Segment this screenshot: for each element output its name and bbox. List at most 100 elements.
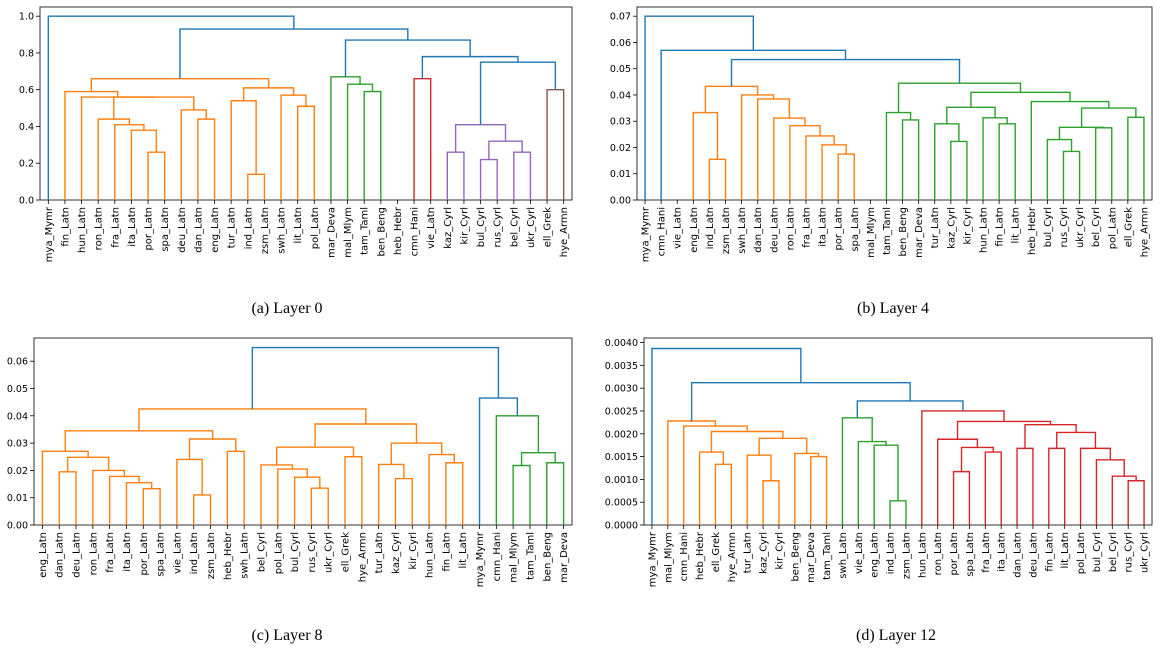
y-tick-label: 0.03 bbox=[7, 439, 28, 450]
dendrogram-link-r bbox=[938, 439, 978, 525]
leaf-label-ben_Beng: ben_Beng bbox=[790, 532, 801, 582]
dendrogram-link-l bbox=[874, 445, 898, 525]
dendrogram-link-b bbox=[131, 130, 156, 200]
leaf-label-bel_Cyrl: bel_Cyrl bbox=[1091, 207, 1102, 247]
dendrogram-link-v bbox=[1096, 128, 1112, 200]
leaf-label-cmn_Hani: cmn_Hani bbox=[410, 207, 421, 256]
leaf-label-cmn_Hani: cmn_Hani bbox=[657, 207, 668, 256]
leaf-label-fin_Latn: fin_Latn bbox=[60, 207, 71, 247]
panel-caption: (a) Layer 0 bbox=[251, 300, 322, 317]
leaf-label-spa_Latn: spa_Latn bbox=[850, 207, 861, 252]
dendrogram-link-l bbox=[903, 120, 919, 200]
leaf-label-cmn_Hani: cmn_Hani bbox=[679, 532, 690, 581]
dendrogram-panel-3: 0.0000 0.0005 0.0010 0.0015 0.0020 0.0025 0.00… bbox=[605, 338, 1152, 644]
leaf-label-ell_Grek: ell_Grek bbox=[543, 207, 554, 248]
leaf-label-ita_Latn: ita_Latn bbox=[818, 207, 829, 247]
dendrogram-panel-2: 0.000.010.020.030.040.050.06eng_Latn dan_… bbox=[7, 338, 572, 644]
leaf-label-pol_Latn: pol_Latn bbox=[310, 207, 321, 249]
leaf-label-kir_Cyrl: kir_Cyrl bbox=[408, 532, 419, 569]
y-tick-label: 0.05 bbox=[7, 384, 28, 395]
y-tick-label: 1.0 bbox=[19, 12, 34, 23]
leaf-label-vie_Latn: vie_Latn bbox=[673, 207, 684, 249]
dendrogram-link-s bbox=[1017, 448, 1033, 525]
leaf-label-zsm_Latn: zsm_Latn bbox=[721, 207, 732, 254]
leaf-label-por_Latn: por_Latn bbox=[144, 207, 155, 251]
leaf-label-fra_Latn: fra_Latn bbox=[110, 207, 121, 248]
leaf-label-pol_Latn: pol_Latn bbox=[1107, 207, 1118, 249]
leaf-label-deu_Latn: deu_Latn bbox=[177, 207, 188, 253]
dendrogram-link-m bbox=[886, 113, 910, 200]
y-tick-label: 0.0025 bbox=[605, 406, 638, 417]
leaf-label-vie_Latn: vie_Latn bbox=[172, 532, 183, 574]
leaf-label-mya_Mymr: mya_Mymr bbox=[647, 531, 658, 587]
dendrogram-link-n bbox=[842, 418, 872, 525]
dendrogram-link-z1 bbox=[513, 465, 530, 525]
leaf-label-mar_Deva: mar_Deva bbox=[559, 532, 570, 583]
leaf-label-swh_Latn: swh_Latn bbox=[277, 207, 288, 254]
dendrogram-link-q bbox=[348, 84, 373, 200]
dendrogram-link-t bbox=[379, 464, 404, 525]
dendrogram-link-s bbox=[447, 152, 464, 200]
dendrogram-link-z4 bbox=[48, 16, 294, 200]
leaf-label-mya_Mymr: mya_Mymr bbox=[44, 206, 55, 262]
y-tick-label: 0.0005 bbox=[605, 498, 638, 509]
leaf-label-heb_Hebr: heb_Hebr bbox=[695, 531, 706, 580]
dendrogram-link-y bbox=[481, 62, 556, 124]
dendrogram-link-o bbox=[951, 141, 967, 200]
leaf-label-pol_Latn: pol_Latn bbox=[273, 532, 284, 574]
leaf-label-cmn_Hani: cmn_Hani bbox=[492, 532, 503, 581]
dendrogram-link-h bbox=[711, 432, 782, 453]
leaf-label-ben_Beng: ben_Beng bbox=[542, 532, 553, 582]
y-tick-label: 0.02 bbox=[7, 466, 28, 477]
dendrogram-link-a bbox=[148, 152, 165, 200]
leaf-label-fra_Latn: fra_Latn bbox=[801, 207, 812, 248]
dendrogram-link-s bbox=[395, 479, 412, 525]
dendrogram-link-q bbox=[345, 457, 362, 525]
dendrogram-link-e bbox=[198, 119, 215, 200]
dendrogram-link-j bbox=[248, 174, 265, 200]
leaf-label-bel_Cyrl: bel_Cyrl bbox=[509, 207, 520, 247]
leaf-label-mya_Mymr: mya_Mymr bbox=[475, 531, 486, 587]
leaf-label-deu_Latn: deu_Latn bbox=[72, 532, 83, 578]
leaf-label-rus_Cyrl: rus_Cyrl bbox=[1124, 532, 1135, 572]
leaf-label-tam_Taml: tam_Taml bbox=[525, 532, 536, 580]
leaf-label-spa_Latn: spa_Latn bbox=[965, 532, 976, 577]
leaf-label-ukr_Cyrl: ukr_Cyrl bbox=[1075, 207, 1086, 248]
dendrogram-link-e bbox=[59, 472, 76, 525]
dendrogram-link-v bbox=[1112, 476, 1136, 525]
dendrogram-link-j bbox=[227, 451, 244, 525]
leaf-label-hye_Armn: hye_Armn bbox=[1139, 207, 1150, 257]
dendrogram-link-m bbox=[311, 488, 328, 525]
dendrogram-link-u bbox=[1128, 481, 1144, 525]
leaf-label-ita_Latn: ita_Latn bbox=[127, 207, 138, 247]
dendrogram-link-q2 bbox=[331, 77, 360, 200]
leaf-label-heb_Hebr: heb_Hebr bbox=[223, 531, 234, 580]
dendrogram-link-x bbox=[547, 90, 564, 200]
leaf-label-tur_Latn: tur_Latn bbox=[930, 207, 941, 248]
dendrogram-link-w bbox=[1096, 460, 1124, 525]
leaf-label-mya_Mymr: mya_Mymr bbox=[641, 206, 652, 262]
leaf-label-vie_Latn: vie_Latn bbox=[426, 207, 437, 249]
leaf-label-kaz_Cyrl: kaz_Cyrl bbox=[946, 207, 957, 249]
dendrogram-link-r bbox=[277, 447, 354, 465]
leaf-label-mal_Mlym: mal_Mlym bbox=[663, 532, 674, 583]
leaf-label-fra_Latn: fra_Latn bbox=[981, 532, 992, 573]
leaf-label-ind_Latn: ind_Latn bbox=[705, 207, 716, 249]
dendrogram-link-h bbox=[194, 495, 211, 525]
leaf-label-mar_Deva: mar_Deva bbox=[326, 207, 337, 258]
y-tick-label: 0.00 bbox=[610, 196, 631, 207]
y-tick-label: 0.0035 bbox=[605, 361, 638, 372]
leaf-label-fin_Latn: fin_Latn bbox=[441, 532, 452, 572]
leaf-label-tur_Latn: tur_Latn bbox=[227, 207, 238, 248]
y-tick-label: 0.0015 bbox=[605, 452, 638, 463]
dendrogram-link-t bbox=[1049, 448, 1065, 525]
y-tick-label: 0.03 bbox=[610, 117, 631, 128]
leaf-label-rus_Cyrl: rus_Cyrl bbox=[1059, 207, 1070, 247]
y-tick-label: 0.4 bbox=[19, 122, 34, 133]
leaf-label-ron_Latn: ron_Latn bbox=[933, 532, 944, 575]
leaf-label-ukr_Cyrl: ukr_Cyrl bbox=[526, 207, 537, 248]
dendrogram-link-z2 bbox=[345, 40, 470, 77]
plot-frame bbox=[637, 7, 1152, 200]
dendrogram-link-z5 bbox=[252, 348, 498, 409]
dendrogram-link-z1b bbox=[547, 463, 564, 525]
